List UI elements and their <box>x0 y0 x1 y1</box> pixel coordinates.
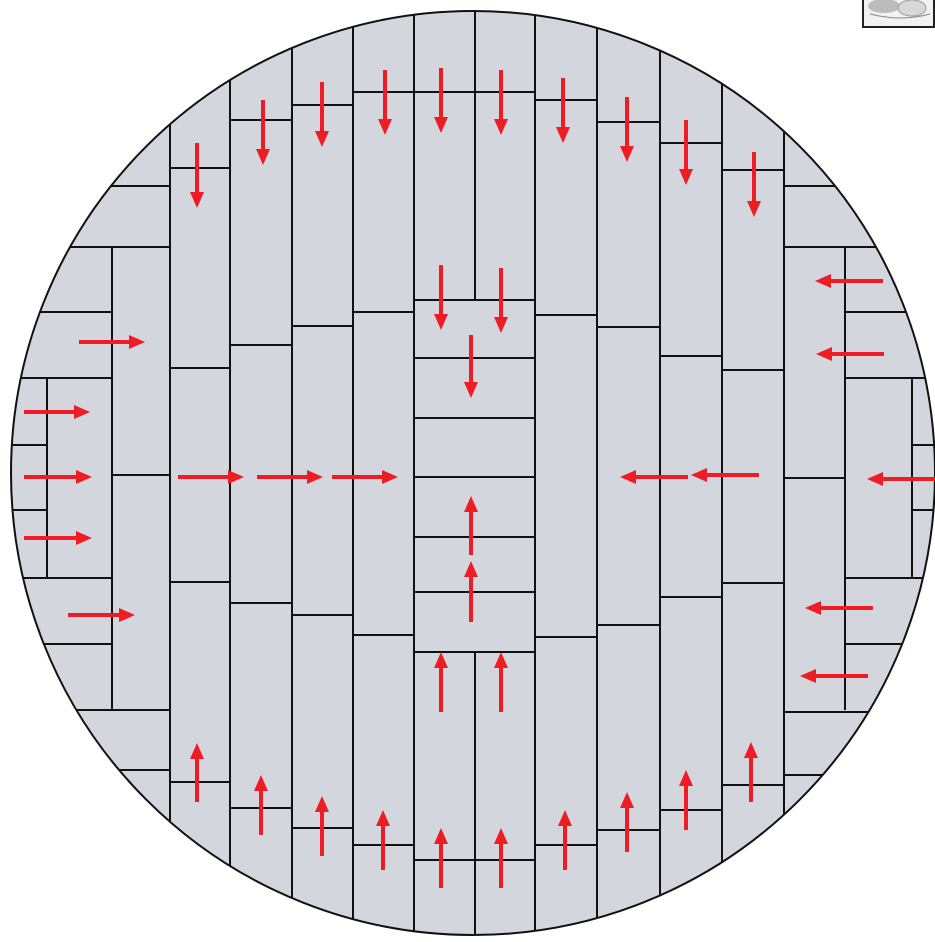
arrow-down-head <box>378 119 392 135</box>
arrow-left-head <box>805 601 821 615</box>
arrow-down <box>464 335 478 398</box>
arrow-up-head <box>254 775 268 791</box>
arrow-down-head <box>434 117 448 133</box>
arrow-up-head <box>434 652 448 668</box>
arrow-up <box>376 810 390 870</box>
arrow-down <box>256 100 270 165</box>
arrow-down <box>434 68 448 133</box>
arrow-down <box>434 265 448 330</box>
arrow-right-head <box>74 405 90 419</box>
arrow-up <box>190 743 204 802</box>
arrow-left-head <box>691 468 707 482</box>
arrow-down <box>747 152 761 217</box>
arrow-right <box>24 405 90 419</box>
arrow-down <box>556 78 570 143</box>
arrow-right <box>332 470 398 484</box>
arrow-right <box>24 531 92 545</box>
arrow-down-head <box>315 131 329 147</box>
arrow-down <box>494 70 508 135</box>
arrow-up <box>558 810 572 870</box>
arrow-right <box>79 335 145 349</box>
arrow-up-head <box>315 796 329 812</box>
arrow-right <box>68 608 135 622</box>
arrow-right <box>257 470 323 484</box>
arrow-up-head <box>464 496 478 512</box>
arrow-down-head <box>494 119 508 135</box>
arrow-right <box>178 470 244 484</box>
arrow-left-head <box>815 274 831 288</box>
arrow-left <box>867 472 935 486</box>
arrow-up <box>315 796 329 856</box>
arrow-up <box>494 652 508 712</box>
arrow-up-head <box>376 810 390 826</box>
arrow-down <box>679 120 693 185</box>
arrow-up <box>434 652 448 712</box>
arrow-up-head <box>464 561 478 577</box>
arrow-down-head <box>679 169 693 185</box>
arrow-up-head <box>434 828 448 844</box>
floor-circle-outline <box>10 10 935 936</box>
arrow-up-head <box>190 743 204 759</box>
arrow-up <box>434 828 448 888</box>
arrow-up <box>679 770 693 830</box>
arrow-right <box>24 470 92 484</box>
arrow-left-head <box>816 347 832 361</box>
arrow-left <box>620 470 688 484</box>
arrow-down-head <box>464 382 478 398</box>
arrow-up <box>254 775 268 835</box>
arrow-left <box>805 601 873 615</box>
arrow-down-head <box>190 192 204 208</box>
arrow-down <box>378 70 392 135</box>
arrow-up-head <box>494 828 508 844</box>
arrow-down <box>494 268 508 333</box>
arrow-right-head <box>382 470 398 484</box>
arrow-up-head <box>620 792 634 808</box>
arrow-up-head <box>558 810 572 826</box>
arrow-up <box>494 828 508 888</box>
arrow-down-head <box>620 146 634 162</box>
arrow-down <box>315 82 329 147</box>
arrow-left-head <box>800 669 816 683</box>
floor-circle-fill <box>11 11 935 935</box>
arrow-up-head <box>744 742 758 758</box>
arrow-right-head <box>76 470 92 484</box>
arrow-down-head <box>256 149 270 165</box>
arrow-down <box>190 143 204 208</box>
arrow-right-head <box>307 470 323 484</box>
arrow-down-head <box>434 314 448 330</box>
arrow-right-head <box>129 335 145 349</box>
arrow-up-head <box>494 652 508 668</box>
product-thumbnail[interactable] <box>862 0 935 28</box>
product-thumbnail-icon <box>864 0 933 26</box>
arrow-down-head <box>556 127 570 143</box>
arrow-left <box>815 274 883 288</box>
arrow-left <box>800 669 868 683</box>
arrow-right-head <box>228 470 244 484</box>
arrow-left-head <box>867 472 883 486</box>
arrow-right-head <box>76 531 92 545</box>
arrow-up <box>464 561 478 622</box>
arrow-up <box>744 742 758 802</box>
arrow-up <box>620 792 634 852</box>
arrow-up-head <box>679 770 693 786</box>
arrow-down-head <box>747 201 761 217</box>
arrow-right-head <box>119 608 135 622</box>
arrow-left-head <box>620 470 636 484</box>
arrow-down-head <box>494 317 508 333</box>
installation-direction-arrows <box>24 68 935 888</box>
arrow-left <box>691 468 759 482</box>
arrow-down <box>620 97 634 162</box>
arrow-up <box>464 496 478 555</box>
arrow-left <box>816 347 884 361</box>
